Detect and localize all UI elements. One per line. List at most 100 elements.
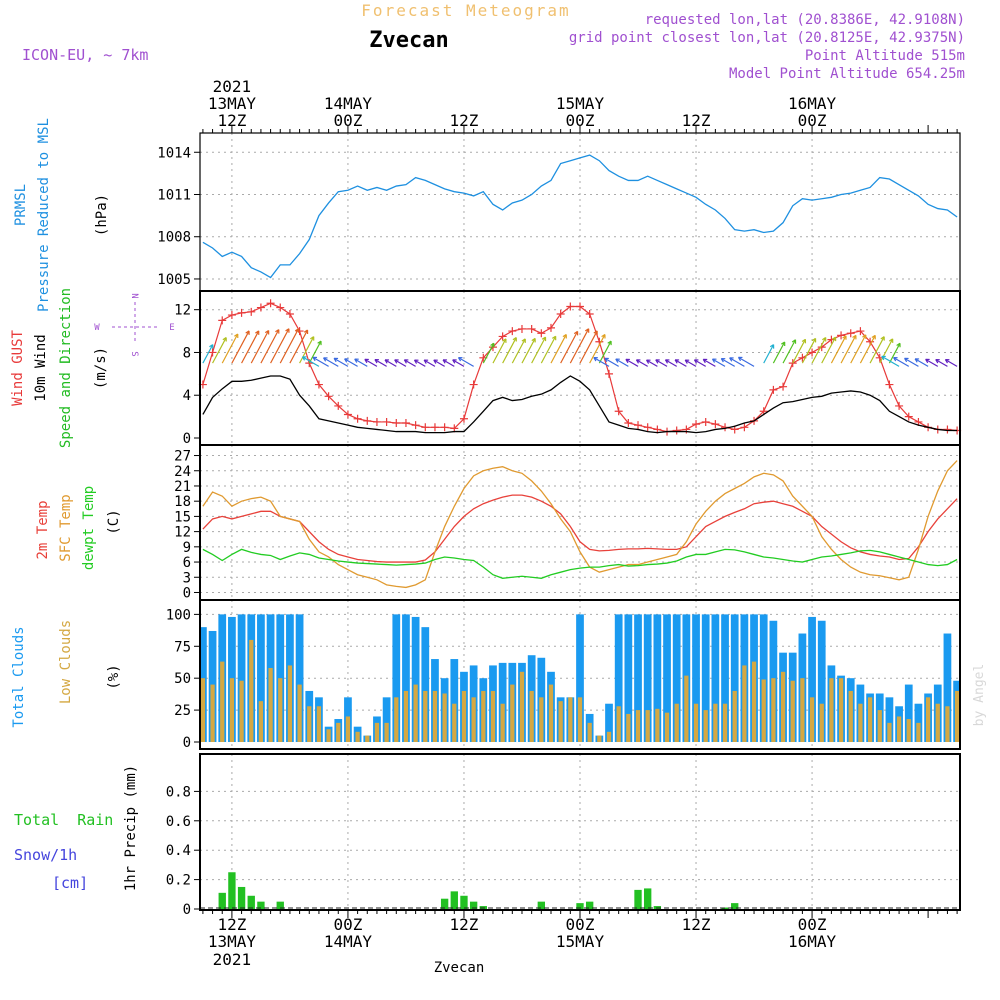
low-cloud-bar bbox=[500, 703, 505, 742]
low-cloud-bar bbox=[616, 706, 621, 742]
wind-labels: Wind GUST 10m Wind Speed and Direction (… bbox=[10, 288, 175, 448]
wind-arrow-head bbox=[769, 344, 775, 349]
low-cloud-bar bbox=[278, 678, 283, 742]
wind-arrow bbox=[511, 338, 526, 364]
wind-arrow-head bbox=[394, 359, 399, 364]
wind-panel: 0 4 8 12 bbox=[174, 290, 962, 447]
low-cloud-bar bbox=[674, 703, 679, 742]
low-cloud-bar bbox=[510, 684, 515, 742]
low-cloud-bar bbox=[577, 697, 583, 742]
top-hour-label: 00Z bbox=[798, 111, 827, 130]
temp-label-3: dewpt Temp bbox=[81, 486, 97, 570]
pressure-label-2: Pressure Reduced to MSL bbox=[36, 118, 52, 312]
wind-arrow-head bbox=[801, 338, 807, 344]
precip-ytick-label: 0.2 bbox=[166, 873, 191, 889]
wind-arrow-head bbox=[222, 337, 227, 342]
wind-arrow bbox=[299, 336, 315, 364]
low-cloud-bar bbox=[548, 684, 554, 742]
gust-marker bbox=[372, 417, 381, 426]
precip-ytick-label: 0.8 bbox=[166, 784, 191, 800]
wind-arrow bbox=[821, 336, 837, 364]
bottom-hour-label: 00Z bbox=[566, 915, 595, 934]
clouds-ytick-label: 100 bbox=[166, 607, 191, 623]
wind-arrow bbox=[333, 357, 349, 367]
low-cloud-bar bbox=[935, 703, 940, 742]
wind-arrow-head bbox=[344, 358, 349, 363]
wind-arrow-head bbox=[413, 359, 419, 364]
wind-arrow-head bbox=[729, 357, 734, 362]
wind-ytick-label: 4 bbox=[183, 388, 191, 404]
wind-arrow-head bbox=[655, 359, 660, 364]
low-cloud-bar bbox=[626, 713, 631, 742]
low-cloud-bar bbox=[645, 710, 650, 742]
low-cloud-bar bbox=[442, 693, 447, 742]
gust-marker bbox=[208, 348, 217, 357]
total-cloud-bar bbox=[392, 614, 401, 742]
total-cloud-bar bbox=[237, 614, 246, 742]
rain-bar bbox=[440, 898, 449, 909]
gust-marker bbox=[237, 308, 246, 317]
temperature-ytick-label: 21 bbox=[174, 479, 191, 495]
gust-marker bbox=[837, 331, 846, 340]
gust-marker bbox=[614, 407, 623, 416]
low-cloud-bar bbox=[539, 697, 544, 742]
wind-arrow-head bbox=[285, 328, 290, 333]
wind-arrow-head bbox=[896, 342, 901, 348]
gust-marker bbox=[401, 419, 410, 428]
wind-arrow bbox=[394, 359, 407, 367]
bottom-date-label: 15MAY bbox=[556, 932, 605, 951]
low-cloud-bar bbox=[481, 690, 486, 742]
wind-arrow bbox=[482, 343, 495, 364]
wind-arrow-head bbox=[925, 358, 930, 364]
wind-arrow bbox=[811, 337, 827, 364]
gust-marker bbox=[537, 329, 546, 338]
wind-arrow bbox=[888, 343, 901, 364]
clouds-ytick-label: 75 bbox=[174, 639, 191, 655]
low-cloud-bar bbox=[945, 706, 950, 742]
total-cloud-bar bbox=[759, 614, 768, 742]
precip-ylabel: 1hr Precip (mm) bbox=[123, 765, 139, 891]
temperature-ytick-label: 0 bbox=[183, 585, 191, 601]
wind-arrow-head bbox=[457, 357, 463, 362]
low-cloud-bar bbox=[732, 690, 737, 742]
wind-ytick-label: 12 bbox=[174, 303, 191, 319]
low-cloud-bar bbox=[780, 671, 786, 742]
total-cloud-bar bbox=[421, 627, 430, 742]
clouds-ytick-label: 25 bbox=[174, 703, 191, 719]
wind-arrow-head bbox=[333, 357, 339, 363]
rain-bar bbox=[257, 901, 265, 909]
wind-arrow-head bbox=[880, 336, 885, 341]
wind-arrow bbox=[384, 359, 397, 367]
bottom-hour-label: 12Z bbox=[450, 915, 479, 934]
wind-arrow-head bbox=[384, 359, 390, 364]
wind-arrow bbox=[312, 356, 329, 367]
total-cloud-bar bbox=[904, 684, 913, 742]
low-cloud-bar bbox=[761, 679, 766, 742]
wind-arrow-head bbox=[354, 358, 359, 363]
low-cloud-bar bbox=[413, 684, 418, 742]
wind-arrow bbox=[869, 336, 885, 364]
wind-arrow bbox=[279, 328, 300, 364]
wind-arrow bbox=[904, 357, 919, 367]
wind-arrow-head bbox=[512, 337, 517, 342]
low-cloud-bar bbox=[597, 735, 602, 742]
wind-arrow bbox=[308, 340, 322, 364]
low-cloud-bar bbox=[954, 690, 960, 742]
gust-marker bbox=[508, 327, 517, 336]
gust-marker bbox=[885, 380, 894, 389]
top-hour-label: 12Z bbox=[217, 111, 246, 130]
wind-arrow-head bbox=[871, 334, 876, 340]
wind-arrow-head bbox=[541, 336, 547, 342]
gust-marker bbox=[643, 423, 652, 432]
footer-location: Zvecan bbox=[434, 960, 485, 976]
wind-arrow bbox=[241, 330, 260, 364]
wind-arrow-head bbox=[310, 336, 315, 341]
low-cloud-bar bbox=[916, 722, 921, 742]
low-cloud-bar bbox=[452, 703, 457, 742]
wind-arrow bbox=[492, 338, 507, 364]
total-cloud-bar bbox=[692, 614, 700, 742]
wind-arrow-head bbox=[904, 357, 909, 363]
low-cloud-bar bbox=[684, 675, 689, 742]
requested-coords: requested lon,lat (20.8386E, 42.9108N) bbox=[645, 12, 965, 28]
